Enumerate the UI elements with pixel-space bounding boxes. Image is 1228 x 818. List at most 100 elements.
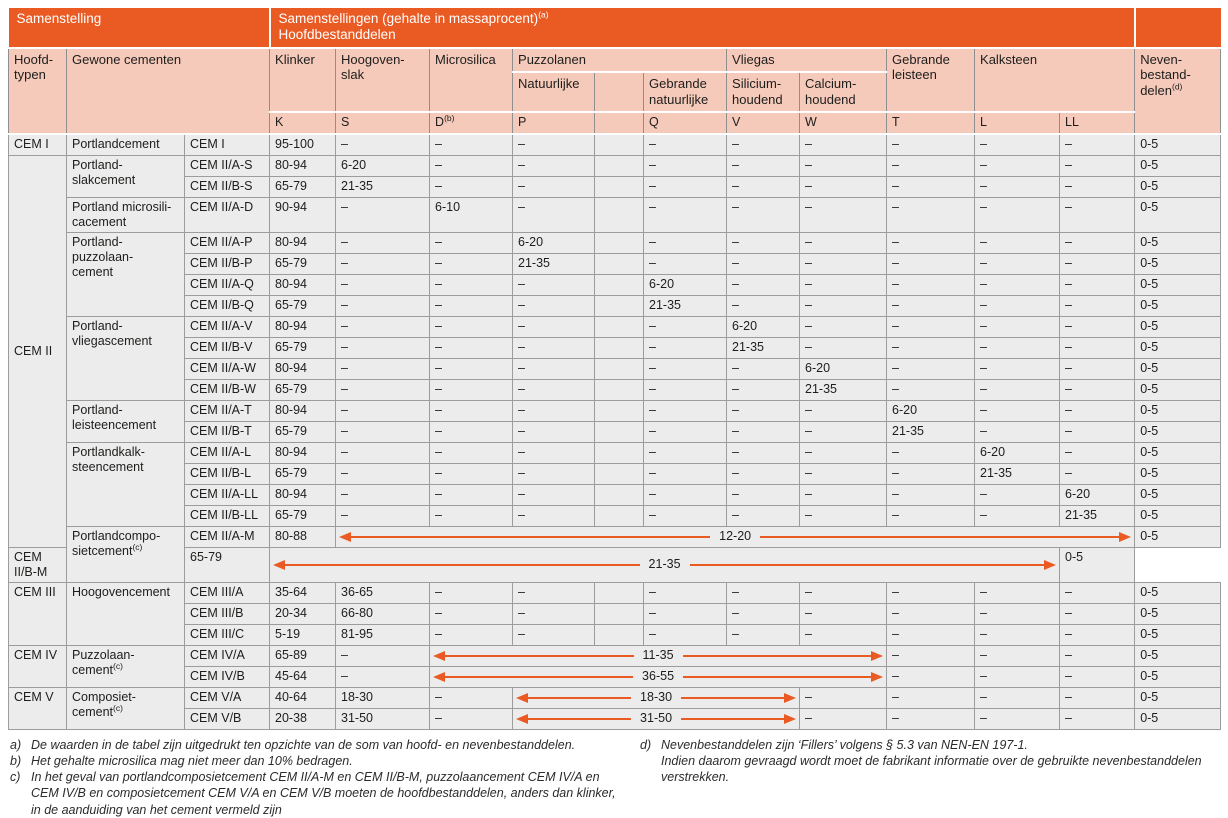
- value-cell: 0-5: [1134, 175, 1222, 198]
- code-cell: CEM II/B-Q: [183, 294, 271, 317]
- value-cell: –: [974, 196, 1061, 233]
- value-cell: 0-5: [1134, 441, 1222, 464]
- value-cell: 21-35: [726, 336, 801, 359]
- value-cell: –: [335, 420, 431, 443]
- value-cell: –: [512, 399, 596, 422]
- arrow-value-label: 36-55: [642, 669, 675, 684]
- value-cell: –: [643, 462, 728, 485]
- symbol-W: W: [799, 110, 888, 135]
- value-cell: 0-5: [1134, 315, 1222, 338]
- value-cell: 6-20: [512, 231, 596, 254]
- value-cell: 21-35: [886, 420, 976, 443]
- table-body: CEM I Portlandcement CEM I 95-100– – – – – – – – –0…: [8, 133, 1222, 730]
- col-header-kalksteen: Kalksteen: [974, 46, 1136, 113]
- table-row: CEM II/A-LL 80-94– – – – – – – –6-20 0-5: [9, 483, 1222, 506]
- arrow-value-label: 12-20: [719, 529, 752, 544]
- value-cell: –: [1059, 252, 1136, 275]
- arrow-line: [681, 696, 785, 699]
- value-cell: 80-94: [269, 315, 337, 338]
- value-cell: –: [886, 315, 976, 338]
- value-cell: –: [1059, 231, 1136, 254]
- footnote-marker: b): [10, 753, 22, 768]
- col-header-vliegas: Vliegas: [726, 46, 888, 74]
- col-header-gewone-cementen: Gewone cementen: [65, 46, 271, 135]
- value-cell: –: [886, 231, 976, 254]
- value-cell: 65-79: [269, 504, 337, 527]
- value-cell: [594, 581, 645, 604]
- code-cell: CEM II/B-W: [183, 378, 271, 401]
- symbol-header-row: K S D(b) P Q V W T L LL: [9, 110, 1221, 135]
- table-row: CEM III Hoogovencement CEM III/A 35-64 36-65…: [8, 581, 1222, 646]
- value-cell: 21-35: [974, 462, 1061, 485]
- arrow-left-icon: [516, 713, 529, 724]
- value-cell: –: [886, 154, 976, 177]
- value-cell: –: [429, 602, 514, 625]
- value-cell: –: [726, 294, 801, 317]
- hoofdtype-cell: CEM III: [8, 581, 67, 646]
- arrow-value-label: 18-30: [640, 690, 673, 705]
- code-cell: CEM II/A-Q: [183, 273, 271, 296]
- value-cell: 20-38: [269, 707, 337, 730]
- group-cell: Portland- vliegascement: [66, 315, 185, 401]
- code-cell: CEM II/B-T: [183, 420, 271, 443]
- value-cell: –: [429, 175, 514, 198]
- arrow-left-icon: [433, 671, 446, 682]
- value-cell: –: [512, 175, 596, 198]
- value-cell: –: [886, 196, 976, 233]
- symbol-K: K: [269, 110, 337, 135]
- value-cell: –: [643, 315, 728, 338]
- arrow-value-label: 21-35: [648, 557, 681, 572]
- arrow-line: [445, 654, 634, 657]
- value-cell: –: [335, 378, 431, 401]
- value-cell: [594, 504, 645, 527]
- value-cell: –: [643, 378, 728, 401]
- footnote-ref-b: (b): [444, 112, 455, 123]
- arrow-line: [528, 696, 632, 699]
- value-cell: –: [799, 175, 888, 198]
- value-cell: –: [726, 133, 801, 156]
- value-cell: [594, 462, 645, 485]
- value-cell: –: [974, 581, 1061, 604]
- arrow-left-icon: [433, 650, 446, 661]
- code-cell: CEM II/B-P: [183, 252, 271, 275]
- value-cell: 0-5: [1134, 707, 1222, 730]
- value-cell: [594, 273, 645, 296]
- value-cell: –: [335, 252, 431, 275]
- value-cell: –: [1059, 378, 1136, 401]
- value-cell: –: [335, 357, 431, 380]
- value-cell: –: [335, 273, 431, 296]
- table-row: CEM III/C 5-19 81-95– – – – – – – –0-5: [9, 623, 1222, 646]
- footnotes-right-column: d) Nevenbestanddelen zijn ‘Fillers’ volge…: [640, 737, 1218, 818]
- value-cell: –: [429, 707, 514, 730]
- symbol-L: L: [974, 110, 1061, 135]
- footnote-ref-a: (a): [538, 9, 549, 20]
- table-row: Portland- puzzolaan- cement CEM II/A-P 80-…: [9, 231, 1222, 317]
- value-cell: –: [335, 231, 431, 254]
- value-cell: 80-94: [269, 399, 337, 422]
- table-row: CEM III/B 20-34 66-80– – – – – – – –0-5: [9, 602, 1222, 625]
- footnotes-left-column: a) De waarden in de tabel zijn uitgedrukt…: [10, 737, 640, 818]
- table-row: CEM IV Puzzolaan- cement(c) CEM IV/A 65-89–…: [8, 644, 1222, 688]
- value-cell: –: [974, 336, 1061, 359]
- value-cell: 0-5: [1134, 399, 1222, 422]
- arrow-line: [285, 563, 640, 566]
- value-cell: –: [429, 686, 514, 709]
- code-cell: CEM II/A-M: [183, 525, 271, 548]
- value-cell: 0-5: [1134, 420, 1222, 443]
- value-cell: –: [726, 441, 801, 464]
- value-cell: 6-20: [726, 315, 801, 338]
- code-cell: CEM IV/A: [183, 644, 271, 667]
- orange-header-row: Samenstelling Samenstellingen (gehalte i…: [8, 8, 1221, 49]
- code-cell: CEM II/A-L: [183, 441, 271, 464]
- value-cell: –: [512, 336, 596, 359]
- samenstelling-title: Samenstelling: [8, 8, 271, 49]
- value-cell: 65-79: [269, 175, 337, 198]
- value-cell: [594, 315, 645, 338]
- value-cell: 0-5: [1134, 357, 1222, 380]
- value-cell: –: [799, 441, 888, 464]
- code-cell: CEM II/A-W: [183, 357, 271, 380]
- value-cell: –: [799, 462, 888, 485]
- group-cell: Portlandcement: [66, 133, 185, 156]
- code-cell: CEM II/B-S: [183, 175, 271, 198]
- column-group-header-row: Hoofd-typen Gewone cementen Klinker Hoog…: [8, 46, 1222, 135]
